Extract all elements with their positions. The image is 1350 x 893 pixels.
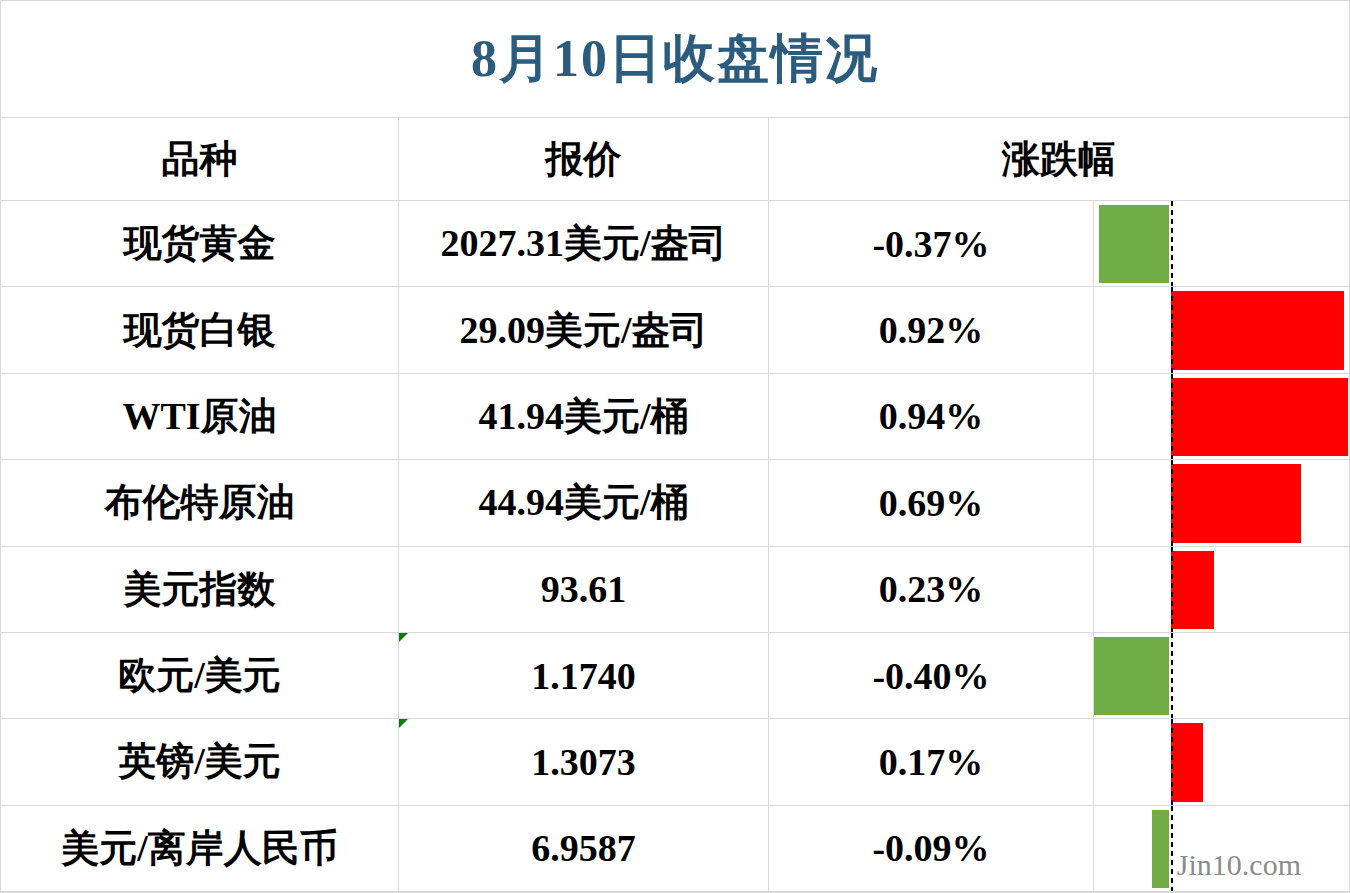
change-cell: 0.17% bbox=[769, 719, 1094, 804]
quote-value: 44.94美元/桶 bbox=[478, 477, 688, 528]
zero-axis-line bbox=[1171, 719, 1173, 804]
table-row: 欧元/美元 1.1740 -0.40% bbox=[1, 633, 1349, 719]
change-bar bbox=[1171, 464, 1301, 542]
change-value: 0.69% bbox=[879, 481, 984, 525]
change-cell: -0.40% bbox=[769, 633, 1094, 718]
instrument-label: 现货黄金 bbox=[124, 218, 276, 269]
instrument-label: 欧元/美元 bbox=[118, 650, 281, 701]
header-change-label: 涨跌幅 bbox=[1002, 134, 1116, 185]
quote-cell: 6.9587 bbox=[399, 806, 769, 891]
zero-axis-line bbox=[1171, 460, 1173, 545]
instrument-cell: 欧元/美元 bbox=[1, 633, 399, 718]
change-bar-cell bbox=[1094, 633, 1349, 718]
header-instrument-label: 品种 bbox=[162, 134, 238, 185]
change-value: -0.09% bbox=[872, 826, 989, 870]
change-value: -0.40% bbox=[872, 654, 989, 698]
change-value: 0.94% bbox=[879, 394, 984, 438]
instrument-label: 美元指数 bbox=[124, 564, 276, 615]
header-instrument-cell: 品种 bbox=[1, 118, 399, 200]
quote-value: 1.3073 bbox=[531, 740, 636, 784]
zero-axis-line bbox=[1171, 633, 1173, 718]
change-value: 0.23% bbox=[879, 567, 984, 611]
change-bar bbox=[1171, 551, 1214, 629]
quote-value: 41.94美元/桶 bbox=[478, 391, 688, 442]
change-value: 0.92% bbox=[879, 308, 984, 352]
header-quote-label: 报价 bbox=[546, 134, 622, 185]
change-bar bbox=[1171, 291, 1344, 369]
table-row: 现货黄金 2027.31美元/盎司 -0.37% bbox=[1, 201, 1349, 287]
table-row: 现货白银 29.09美元/盎司 0.92% bbox=[1, 287, 1349, 373]
instrument-label: 布伦特原油 bbox=[105, 477, 295, 528]
instrument-cell: 美元指数 bbox=[1, 547, 399, 632]
instrument-cell: 现货黄金 bbox=[1, 201, 399, 286]
zero-axis-line bbox=[1171, 806, 1173, 891]
quote-value: 93.61 bbox=[541, 567, 627, 611]
change-bar bbox=[1099, 205, 1169, 283]
zero-axis-line bbox=[1171, 374, 1173, 459]
page-title: 8月10日收盘情况 bbox=[471, 24, 879, 94]
zero-axis-line bbox=[1171, 287, 1173, 372]
change-cell: -0.09% bbox=[769, 806, 1094, 891]
title-block: 8月10日收盘情况 bbox=[1, 1, 1349, 118]
text-as-number-indicator bbox=[399, 633, 408, 642]
text-as-number-indicator bbox=[399, 719, 408, 728]
quote-cell: 1.1740 bbox=[399, 633, 769, 718]
change-bar-cell bbox=[1094, 460, 1349, 545]
change-cell: -0.37% bbox=[769, 201, 1094, 286]
quote-value: 1.1740 bbox=[531, 654, 636, 698]
change-cell: 0.92% bbox=[769, 287, 1094, 372]
table-row: 布伦特原油 44.94美元/桶 0.69% bbox=[1, 460, 1349, 546]
instrument-cell: 现货白银 bbox=[1, 287, 399, 372]
quote-cell: 41.94美元/桶 bbox=[399, 374, 769, 459]
table-row: 美元指数 93.61 0.23% bbox=[1, 547, 1349, 633]
header-quote-cell: 报价 bbox=[399, 118, 769, 200]
zero-axis-line bbox=[1171, 201, 1173, 286]
instrument-label: 现货白银 bbox=[124, 305, 276, 356]
change-value: -0.37% bbox=[872, 222, 989, 266]
instrument-cell: 美元/离岸人民币 bbox=[1, 806, 399, 891]
quote-cell: 93.61 bbox=[399, 547, 769, 632]
change-bar bbox=[1171, 723, 1203, 801]
header-row: 品种 报价 涨跌幅 bbox=[1, 118, 1349, 201]
quote-value: 6.9587 bbox=[531, 826, 636, 870]
change-bar bbox=[1152, 810, 1169, 888]
instrument-label: WTI原油 bbox=[122, 391, 276, 442]
change-cell: 0.94% bbox=[769, 374, 1094, 459]
instrument-cell: 布伦特原油 bbox=[1, 460, 399, 545]
jin10-watermark: Jin10.com bbox=[1177, 848, 1301, 882]
table-row: WTI原油 41.94美元/桶 0.94% bbox=[1, 374, 1349, 460]
change-cell: 0.69% bbox=[769, 460, 1094, 545]
closing-summary-table: 8月10日收盘情况 品种 报价 涨跌幅 现货黄金 2027.31美元/盎司 -0… bbox=[0, 0, 1350, 893]
quote-value: 29.09美元/盎司 bbox=[459, 305, 707, 356]
change-bar bbox=[1094, 637, 1169, 715]
instrument-label: 英镑/美元 bbox=[118, 736, 281, 787]
instrument-cell: WTI原油 bbox=[1, 374, 399, 459]
change-cell: 0.23% bbox=[769, 547, 1094, 632]
change-bar-cell bbox=[1094, 547, 1349, 632]
header-change-cell: 涨跌幅 bbox=[769, 118, 1349, 200]
quote-cell: 1.3073 bbox=[399, 719, 769, 804]
change-bar-cell bbox=[1094, 287, 1349, 372]
change-bar-cell bbox=[1094, 201, 1349, 286]
quote-cell: 29.09美元/盎司 bbox=[399, 287, 769, 372]
quote-value: 2027.31美元/盎司 bbox=[440, 218, 726, 269]
change-value: 0.17% bbox=[879, 740, 984, 784]
table-row: 美元/离岸人民币 6.9587 -0.09% bbox=[1, 806, 1349, 892]
change-bar-cell bbox=[1094, 374, 1349, 459]
quote-cell: 44.94美元/桶 bbox=[399, 460, 769, 545]
instrument-cell: 英镑/美元 bbox=[1, 719, 399, 804]
change-bar bbox=[1171, 378, 1348, 456]
change-bar-cell bbox=[1094, 719, 1349, 804]
table-row: 英镑/美元 1.3073 0.17% bbox=[1, 719, 1349, 805]
quote-cell: 2027.31美元/盎司 bbox=[399, 201, 769, 286]
zero-axis-line bbox=[1171, 547, 1173, 632]
instrument-label: 美元/离岸人民币 bbox=[61, 823, 338, 874]
